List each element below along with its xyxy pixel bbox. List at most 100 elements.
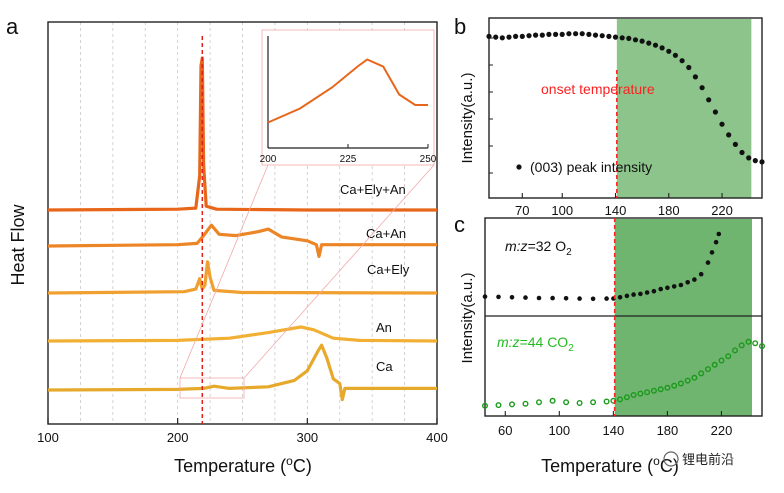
co2-point (637, 390, 644, 397)
data-point (632, 37, 639, 43)
co2-point (650, 387, 657, 394)
panel-c-shaded-region (614, 219, 752, 416)
series-label: Ca+Ely (367, 262, 410, 277)
panel-b: b 70 100 140 180 220 onset temperature (003)… (454, 14, 765, 218)
panel-b-shaded-region (616, 19, 752, 198)
data-point (686, 64, 692, 71)
data-point (626, 35, 632, 42)
data-point (566, 31, 572, 37)
o2-point (638, 291, 643, 297)
panel-b-points (486, 31, 765, 165)
panel-a-frame (47, 21, 438, 425)
data-point (666, 48, 672, 54)
data-point (706, 97, 712, 103)
o2-point (665, 285, 670, 291)
panel-c-points (482, 231, 766, 409)
series-label: Ca (376, 359, 393, 374)
o2-point (563, 296, 569, 301)
data-point (719, 121, 725, 127)
o2-label-mz: m:z (505, 238, 528, 254)
o2-point (624, 293, 630, 299)
x-tick-label: 300 (296, 430, 318, 445)
o2-point (617, 295, 623, 300)
co2-point (603, 398, 610, 405)
co2-point (711, 361, 718, 368)
o2-point (496, 294, 501, 300)
o2-point (523, 295, 528, 300)
data-point (672, 52, 679, 58)
co2-point (752, 340, 759, 347)
o2-point (658, 286, 663, 292)
data-point (579, 31, 585, 37)
panel-a-ylabel: Heat Flow (8, 203, 28, 285)
data-point (699, 85, 705, 91)
panel-c-ylabel: Intensity(a.u.) (459, 273, 476, 364)
data-point (692, 74, 699, 80)
data-point (679, 58, 685, 64)
onset-annotation: onset temperature (541, 81, 655, 97)
series-label: Ca+An (366, 226, 406, 241)
x-tick-label: 70 (515, 203, 529, 218)
co2-point (738, 342, 745, 349)
xlabel-prefix: Temperature ( (174, 456, 286, 476)
co2-label-text: =44 CO (520, 334, 569, 350)
o2-point (692, 277, 697, 282)
data-point (592, 32, 599, 38)
panel-c-letter: c (454, 212, 465, 237)
wechat-icon (663, 451, 679, 467)
x-tick-label: 140 (603, 423, 625, 438)
co2-point (684, 377, 691, 384)
o2-label-sub: 2 (566, 247, 572, 258)
x-tick-label: 400 (426, 430, 448, 445)
data-point (499, 35, 505, 41)
x-tick-label: 220 (711, 203, 733, 218)
panel-c-xlabel: Temperature (oC) (541, 454, 679, 476)
co2-label: m:z=44 CO2 (497, 334, 574, 354)
co2-point (623, 394, 630, 401)
panel-c-frame (484, 217, 763, 417)
data-point (486, 33, 492, 40)
o2-point (709, 250, 715, 255)
panel-a-ticks: 100 200 300 400 (37, 418, 448, 445)
co2-point (732, 347, 739, 354)
x-tick-label: 100 (548, 423, 570, 438)
data-point (652, 42, 659, 48)
series-label: An (376, 320, 392, 335)
inset-tick-label: 250 (420, 154, 437, 165)
x-tick-label: 200 (167, 430, 189, 445)
o2-point (705, 260, 711, 265)
series-label: Ca+Ely+An (340, 182, 406, 197)
panel-c: c 60 100 140 180 220 m:z=32 O2 m:z=44 CO2 In… (454, 212, 766, 476)
panel-b-ticks: 70 100 140 180 220 (489, 37, 733, 218)
zoom-connector-right (243, 164, 435, 379)
o2-point (536, 295, 542, 301)
watermark-text: 锂电前沿 (682, 452, 734, 468)
panel-a-inset: 200 225 250 (260, 29, 437, 166)
data-point (526, 33, 532, 39)
data-point (539, 32, 545, 38)
co2-point (563, 399, 570, 406)
x-tick-label: 180 (657, 423, 679, 438)
x-tick-label: 140 (605, 203, 627, 218)
data-point (606, 33, 612, 40)
co2-point (576, 400, 583, 407)
o2-point (671, 284, 677, 289)
series-line-ca-an (47, 223, 437, 258)
co2-point (617, 396, 624, 403)
inset-ticks: 200 225 250 (260, 144, 437, 165)
o2-point (550, 295, 555, 301)
o2-point (685, 280, 690, 285)
zoom-connector-left (179, 164, 269, 379)
data-point (732, 141, 739, 147)
data-point (612, 34, 619, 40)
watermark: 锂电前沿 (663, 451, 734, 468)
co2-point (644, 389, 651, 396)
panel-b-ylabel: Intensity(a.u.) (459, 73, 476, 164)
data-point (546, 31, 552, 37)
co2-point (705, 366, 712, 373)
co2-point (536, 399, 543, 406)
panel-c-ticks: 60 100 140 180 220 (498, 411, 732, 438)
o2-point (509, 295, 515, 300)
co2-point (691, 374, 698, 381)
